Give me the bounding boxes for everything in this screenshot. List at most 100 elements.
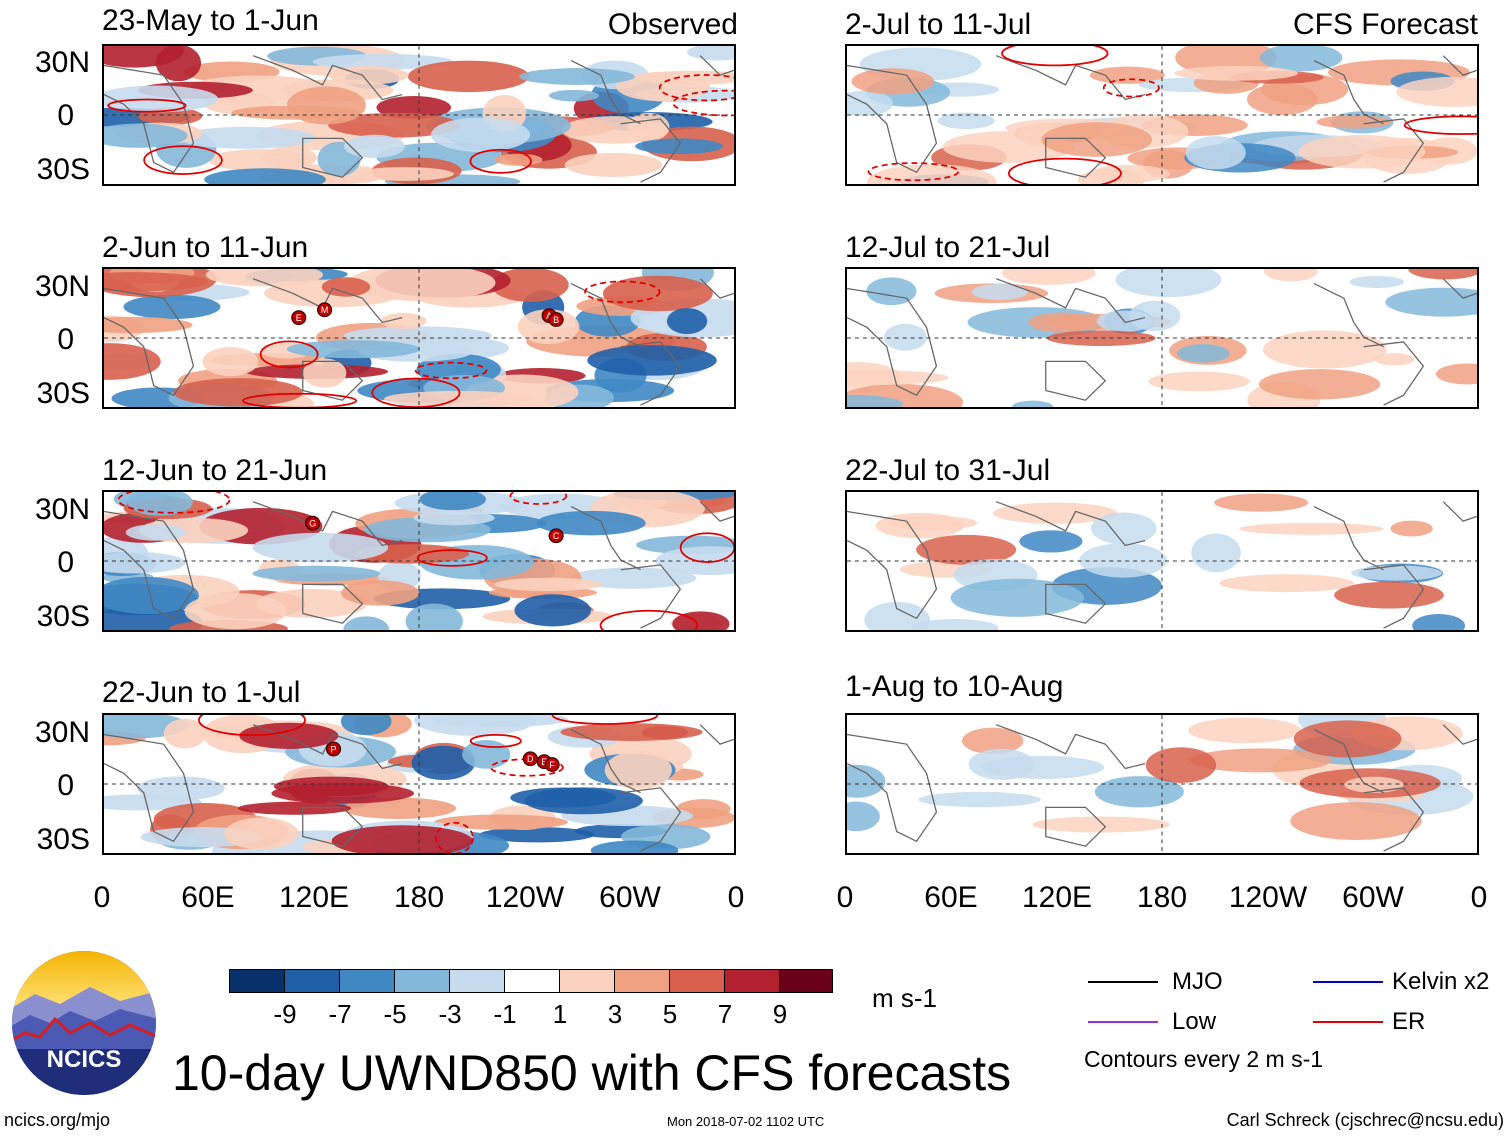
anomaly-patch <box>536 510 646 536</box>
anomaly-patch <box>1344 776 1404 793</box>
anomaly-patch <box>328 112 461 138</box>
anomaly-patch <box>993 502 1118 524</box>
storm-label: B <box>553 315 559 325</box>
anomaly-patch <box>343 326 493 346</box>
coastline <box>252 278 403 324</box>
anomaly-patch <box>237 801 352 815</box>
coastline <box>1363 118 1425 183</box>
anomaly-patch <box>1188 717 1302 744</box>
er-contour <box>107 98 187 113</box>
cb-bin <box>724 969 780 993</box>
cb-bin <box>394 969 450 993</box>
coastline <box>104 287 195 397</box>
coastline <box>1045 806 1107 847</box>
anomaly-patch <box>888 515 978 530</box>
anomaly-patch <box>517 309 580 345</box>
coastline <box>252 55 403 101</box>
anomaly-patch <box>125 524 186 541</box>
anomaly-patch <box>971 283 1028 301</box>
er-contour <box>551 715 659 725</box>
anomaly-patch <box>1349 275 1405 288</box>
anomaly-patch <box>514 594 592 627</box>
er-contour <box>1102 78 1160 98</box>
er-contour <box>1403 115 1477 135</box>
coastline <box>847 64 938 174</box>
anomaly-patch <box>1176 344 1230 363</box>
anomaly-patch <box>1191 533 1241 573</box>
storm-label: G <box>309 519 316 529</box>
anomaly-patch <box>177 126 316 149</box>
anomaly-patch <box>604 750 672 790</box>
anomaly-patch <box>968 748 1035 781</box>
y-tick-30s: 30S <box>36 377 90 410</box>
panel-title-obs-4: 22-Jun to 1-Jul <box>102 676 301 709</box>
anomaly-patch <box>479 827 595 843</box>
anomaly-patch <box>1293 720 1402 758</box>
x-tick: 120W <box>1228 881 1308 914</box>
storm-marker <box>305 515 321 531</box>
anomaly-patch <box>1246 83 1318 115</box>
map-obs-1 <box>102 44 736 186</box>
anomaly-patch <box>950 578 1085 617</box>
y-tick-30n: 30N <box>34 270 90 303</box>
panel-title-fcst-1: 2-Jul to 11-Jul <box>845 8 1032 41</box>
coastline <box>1363 341 1425 406</box>
anomaly-patch <box>343 616 390 630</box>
map-fcst-3 <box>845 490 1479 632</box>
x-tick: 60E <box>181 881 235 914</box>
cb-bin <box>559 969 615 993</box>
anomaly-patch <box>104 272 209 292</box>
legend-swatch-kelvin <box>1313 981 1383 983</box>
anomaly-patch <box>1001 269 1096 285</box>
anomaly-patch <box>231 105 361 120</box>
anomaly-patch <box>1185 135 1246 170</box>
er-contour <box>867 162 960 182</box>
coastline <box>1313 506 1384 571</box>
legend-label-kelvin: Kelvin x2 <box>1392 968 1490 995</box>
coastline <box>699 55 734 76</box>
anomaly-patch <box>384 390 533 407</box>
anomaly-patch <box>847 801 880 832</box>
coastline <box>620 118 682 183</box>
anomaly-patch <box>1214 493 1309 512</box>
footer-author: Carl Schreck (cjschrec@ncsu.edu) <box>1226 1110 1504 1130</box>
storm-marker <box>291 310 307 325</box>
main-title: 10-day UWND850 with CFS forecasts <box>172 1045 1012 1101</box>
coastline <box>302 806 364 847</box>
x-tick: 180 <box>393 881 445 914</box>
anomaly-patch <box>252 565 381 582</box>
coastline <box>699 501 734 522</box>
anomaly-patch <box>1258 369 1381 400</box>
anomaly-patch <box>173 378 304 407</box>
coastline <box>1442 55 1477 76</box>
anomaly-patch <box>687 46 734 61</box>
cb-bin <box>339 969 395 993</box>
cb-bin <box>669 969 725 993</box>
er-contour <box>1007 157 1122 184</box>
anomaly-patch <box>413 510 495 526</box>
cb-label: 5 <box>662 999 678 1029</box>
legend-swatch-mjo <box>1088 981 1158 983</box>
anomaly-patch <box>127 492 193 516</box>
anomaly-patch <box>340 715 392 736</box>
anomaly-patch <box>1390 520 1433 537</box>
cb-bin <box>284 969 340 993</box>
y-tick-30s: 30S <box>36 153 90 186</box>
ncics-logo: NCICS <box>10 949 158 1097</box>
coastline <box>302 583 364 624</box>
coastline <box>1045 137 1107 178</box>
coastline <box>570 60 641 125</box>
er-contour <box>1001 46 1109 67</box>
anomaly-patch <box>407 60 530 93</box>
map-fcst-1 <box>845 44 1479 186</box>
cb-label: -5 <box>383 999 407 1029</box>
anomaly-patch <box>405 603 463 630</box>
anomaly-patch <box>104 123 188 148</box>
storm-marker <box>548 528 564 544</box>
y-tick-30s: 30S <box>36 600 90 633</box>
coastline <box>1363 564 1425 629</box>
anomaly-patch <box>1219 574 1354 593</box>
anomaly-patch <box>587 345 717 376</box>
